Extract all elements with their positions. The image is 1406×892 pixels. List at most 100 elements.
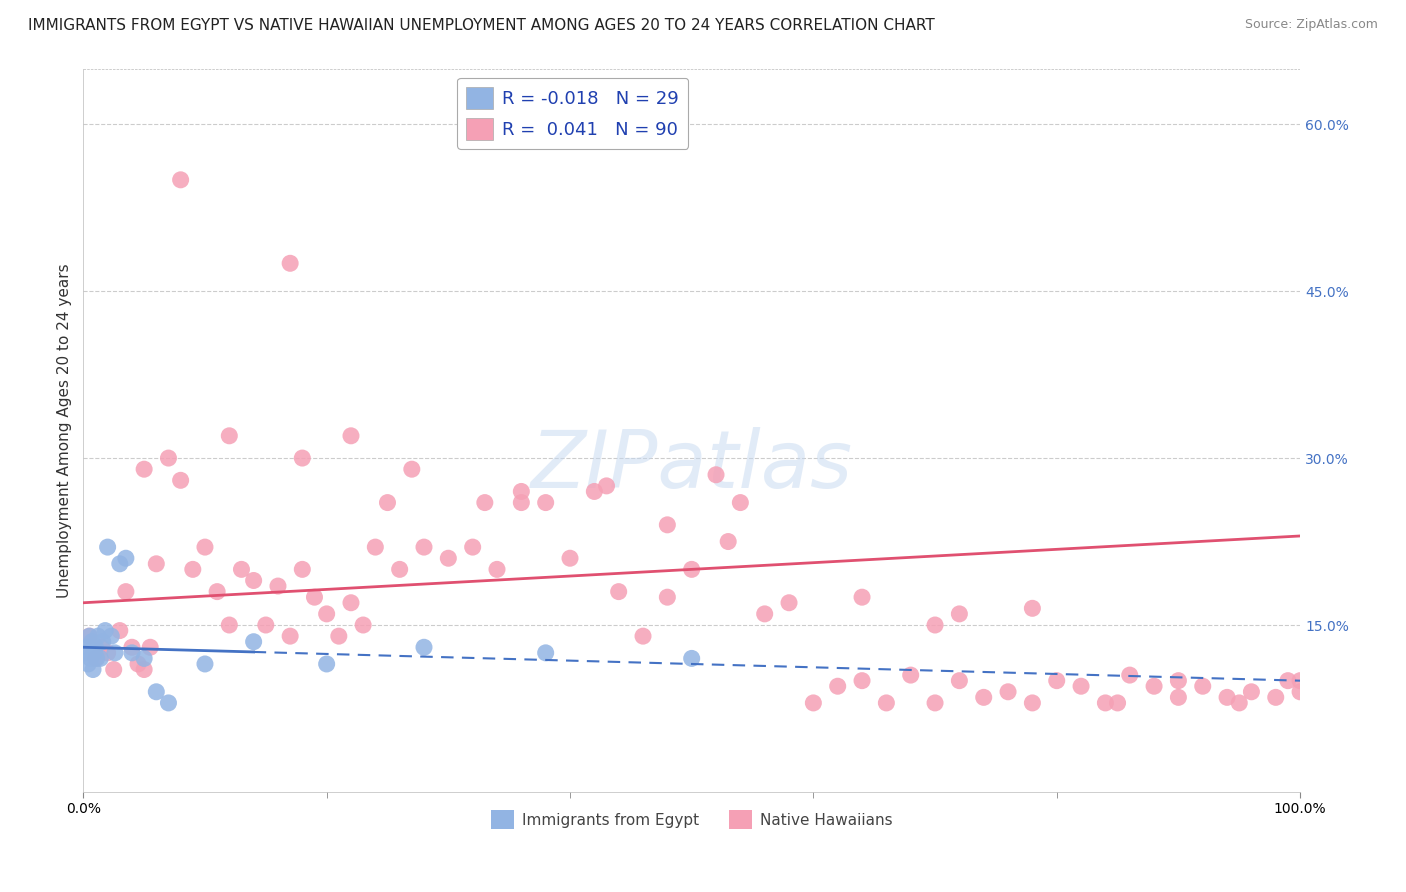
Point: [194, 540, 217, 554]
Point: [231, 562, 253, 576]
Point: [778, 596, 800, 610]
Point: [134, 663, 156, 677]
Point: [851, 590, 873, 604]
Point: [139, 640, 162, 655]
Point: [90, 640, 112, 655]
Point: [474, 495, 496, 509]
Point: [1046, 673, 1069, 688]
Point: [461, 540, 484, 554]
Point: [1167, 673, 1189, 688]
Point: [97, 540, 120, 554]
Point: [1143, 679, 1166, 693]
Point: [218, 429, 240, 443]
Point: [86, 651, 108, 665]
Point: [948, 607, 970, 621]
Point: [315, 607, 337, 621]
Point: [558, 551, 581, 566]
Point: [100, 629, 122, 643]
Point: [1070, 679, 1092, 693]
Legend: Immigrants from Egypt, Native Hawaiians: Immigrants from Egypt, Native Hawaiians: [485, 804, 898, 835]
Point: [510, 495, 533, 509]
Text: ZIPatlas: ZIPatlas: [530, 427, 853, 506]
Point: [83, 646, 105, 660]
Point: [1167, 690, 1189, 705]
Point: [1240, 685, 1263, 699]
Point: [657, 590, 679, 604]
Point: [607, 584, 630, 599]
Point: [1191, 679, 1213, 693]
Point: [291, 562, 314, 576]
Point: [169, 473, 191, 487]
Point: [97, 646, 120, 660]
Point: [103, 663, 125, 677]
Point: [104, 646, 127, 660]
Point: [242, 574, 264, 588]
Point: [924, 618, 946, 632]
Point: [754, 607, 776, 621]
Point: [875, 696, 897, 710]
Point: [108, 557, 131, 571]
Point: [157, 451, 180, 466]
Point: [948, 673, 970, 688]
Point: [851, 673, 873, 688]
Point: [1107, 696, 1129, 710]
Point: [583, 484, 606, 499]
Point: [717, 534, 740, 549]
Point: [364, 540, 387, 554]
Point: [205, 584, 228, 599]
Point: [1277, 673, 1299, 688]
Point: [924, 696, 946, 710]
Point: [900, 668, 922, 682]
Point: [82, 663, 104, 677]
Point: [352, 618, 374, 632]
Point: [267, 579, 290, 593]
Point: [278, 256, 301, 270]
Point: [79, 629, 101, 643]
Point: [704, 467, 727, 482]
Point: [115, 584, 138, 599]
Point: [631, 629, 654, 643]
Point: [1216, 690, 1239, 705]
Point: [127, 657, 149, 671]
Point: [328, 629, 350, 643]
Point: [315, 657, 337, 671]
Point: [254, 618, 277, 632]
Point: [340, 429, 363, 443]
Point: [1021, 601, 1043, 615]
Point: [91, 634, 114, 648]
Y-axis label: Unemployment Among Ages 20 to 24 years: Unemployment Among Ages 20 to 24 years: [58, 263, 72, 598]
Point: [413, 640, 436, 655]
Point: [388, 562, 411, 576]
Point: [1094, 696, 1116, 710]
Point: [1021, 696, 1043, 710]
Point: [534, 495, 557, 509]
Point: [115, 551, 138, 566]
Point: [827, 679, 849, 693]
Point: [801, 696, 824, 710]
Point: [485, 562, 508, 576]
Point: [1289, 673, 1312, 688]
Point: [401, 462, 423, 476]
Point: [595, 479, 617, 493]
Point: [510, 484, 533, 499]
Point: [1264, 690, 1286, 705]
Point: [134, 462, 156, 476]
Text: IMMIGRANTS FROM EGYPT VS NATIVE HAWAIIAN UNEMPLOYMENT AMONG AGES 20 TO 24 YEARS : IMMIGRANTS FROM EGYPT VS NATIVE HAWAIIAN…: [28, 18, 935, 33]
Point: [413, 540, 436, 554]
Point: [145, 685, 167, 699]
Point: [108, 624, 131, 638]
Point: [84, 640, 107, 655]
Point: [79, 651, 101, 665]
Point: [681, 562, 703, 576]
Point: [377, 495, 399, 509]
Point: [218, 618, 240, 632]
Point: [340, 596, 363, 610]
Text: Source: ZipAtlas.com: Source: ZipAtlas.com: [1244, 18, 1378, 31]
Point: [77, 657, 100, 671]
Point: [1119, 668, 1142, 682]
Point: [169, 173, 191, 187]
Point: [278, 629, 301, 643]
Point: [973, 690, 995, 705]
Point: [194, 657, 217, 671]
Point: [89, 651, 111, 665]
